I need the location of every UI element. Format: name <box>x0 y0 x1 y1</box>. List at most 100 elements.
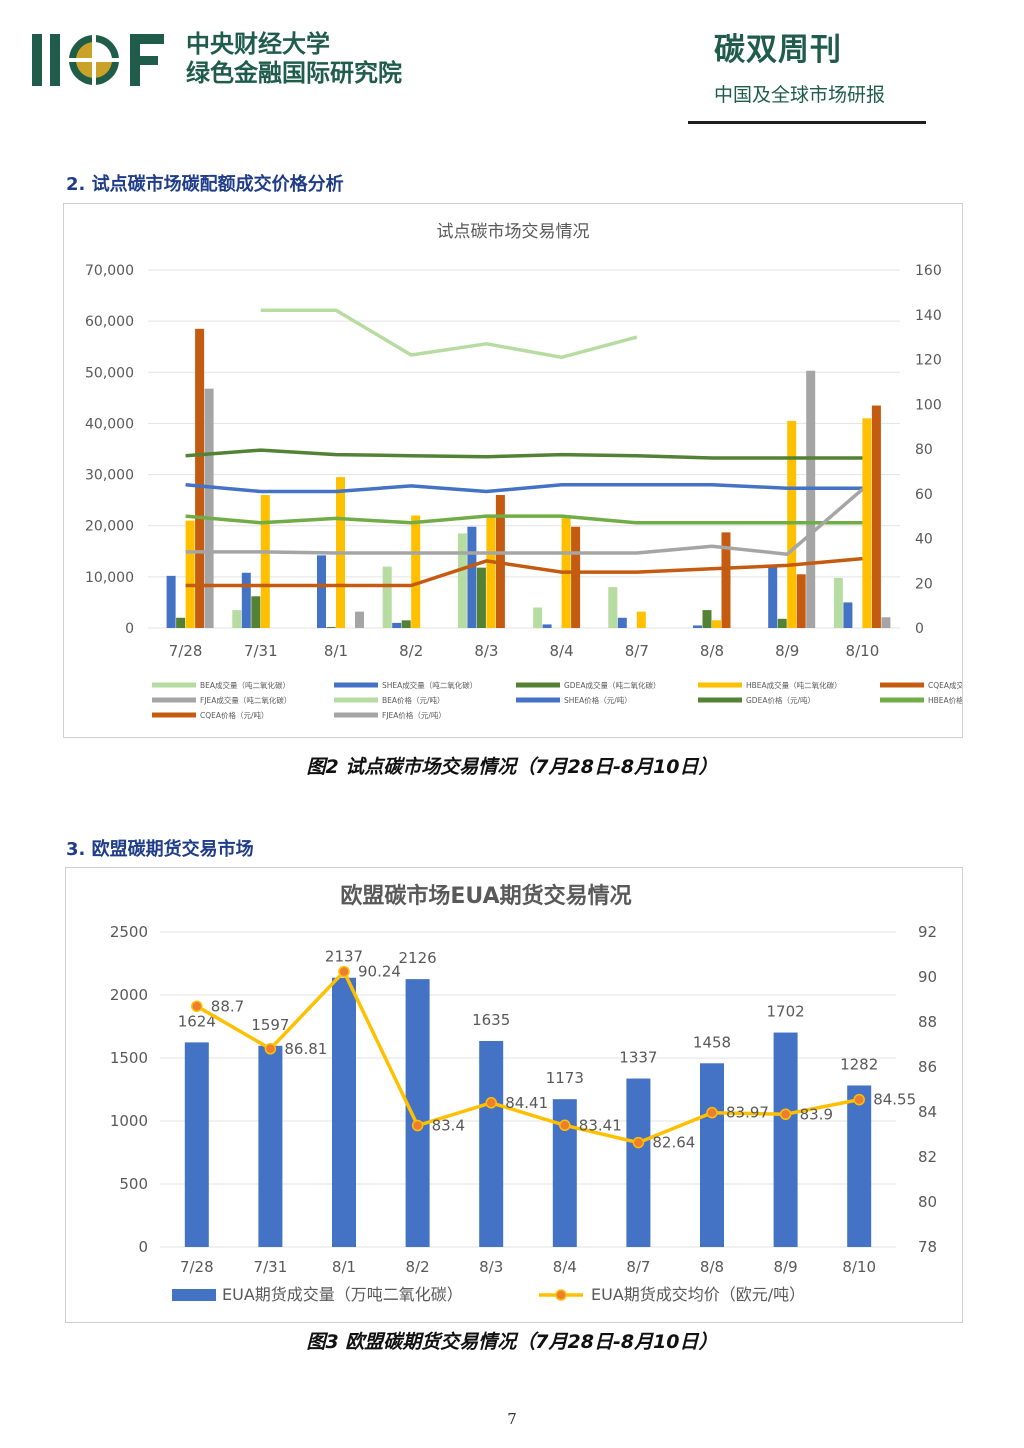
bar-data-label: 1282 <box>840 1055 878 1073</box>
x-tick-label: 8/2 <box>406 1258 430 1276</box>
price-marker <box>191 1000 203 1012</box>
price-data-label: 86.81 <box>284 1040 327 1058</box>
price-marker <box>853 1093 865 1106</box>
bar <box>636 611 646 628</box>
bar <box>241 572 251 628</box>
bar-data-label: 1624 <box>178 1012 216 1030</box>
x-tick-label: 8/4 <box>553 1258 577 1276</box>
y-right-tick-label: 90 <box>918 968 937 986</box>
bar-data-label: 1635 <box>472 1011 510 1029</box>
x-tick-label: 8/10 <box>846 642 880 660</box>
bar-data-label: 1702 <box>767 1003 805 1021</box>
price-marker <box>264 1043 277 1055</box>
legend-label: CQEA价格（元/吨） <box>200 710 269 720</box>
price-data-label: 84.41 <box>505 1094 548 1112</box>
legend-label: BEA价格（元/吨） <box>382 695 445 705</box>
series-line <box>185 483 863 494</box>
y-right-tick-label: 86 <box>918 1058 937 1076</box>
price-data-label: 84.55 <box>873 1091 916 1109</box>
chart-title: 试点碳市场交易情况 <box>437 222 590 242</box>
y-left-tick-label: 50,000 <box>85 365 134 381</box>
x-tick-label: 8/9 <box>774 1258 798 1276</box>
x-tick-label: 7/28 <box>169 642 203 660</box>
y-right-tick-label: 80 <box>915 442 933 458</box>
y-right-tick-label: 88 <box>918 1013 937 1031</box>
x-tick-label: 7/28 <box>180 1258 214 1276</box>
x-tick-label: 8/1 <box>332 1258 356 1276</box>
bar <box>476 567 486 628</box>
bar <box>843 602 853 628</box>
bar <box>184 1042 209 1247</box>
x-tick-label: 8/7 <box>626 1258 650 1276</box>
y-right-tick-label: 140 <box>915 308 942 324</box>
legend-label: FJEA成交量（吨二氧化碳） <box>200 695 291 705</box>
header-divider <box>688 121 926 124</box>
y-right-tick-label: 78 <box>918 1238 937 1256</box>
bar <box>166 575 176 628</box>
section-2-heading: 2. 试点碳市场碳配额成交价格分析 <box>66 174 344 195</box>
bar-data-label: 2137 <box>325 948 363 966</box>
eua-futures-chart: 欧盟碳市场EUA期货交易情况 0 500 1000 1500 2000 2500 78 80 82… <box>110 883 937 1304</box>
legend-label: HBEA价格（元/吨） <box>928 695 962 705</box>
x-tick-label: 8/4 <box>550 642 574 660</box>
chart-title: 欧盟碳市场EUA期货交易情况 <box>340 883 631 909</box>
x-tick-label: 8/8 <box>700 642 724 660</box>
legend-label: CQEA成交量（吨二氧化碳） <box>928 680 962 690</box>
y-left-tick-label: 60,000 <box>85 314 134 330</box>
x-tick-label: 8/2 <box>399 642 423 660</box>
bar <box>806 370 816 628</box>
y-right-tick-label: 120 <box>915 353 942 369</box>
bar <box>702 610 712 628</box>
price-data-label: 83.9 <box>800 1105 833 1123</box>
figure-2-box: 试点碳市场交易情况 0 10,000 20,000 30,000 40,000 50,000… <box>63 203 1024 738</box>
legend-label: EUA期货成交量（万吨二氧化碳） <box>222 1285 463 1304</box>
x-tick-label: 8/1 <box>324 642 348 660</box>
x-tick-label: 8/10 <box>842 1258 876 1276</box>
y-left-tick-label: 2000 <box>110 986 148 1004</box>
y-right-tick-label: 160 <box>915 263 942 279</box>
legend-label: GDEA价格（元/吨） <box>746 695 815 705</box>
org-name: 中央财经大学 绿色金融国际研究院 <box>186 30 402 88</box>
series-line <box>185 448 863 460</box>
price-marker <box>779 1108 792 1120</box>
y-right-tick-label: 20 <box>915 576 933 592</box>
price-data-label: 90.24 <box>358 963 401 981</box>
y-right-tick-label: 0 <box>915 621 924 637</box>
x-tick-label: 8/9 <box>775 642 799 660</box>
x-tick-label: 8/3 <box>479 1258 503 1276</box>
bar <box>195 328 205 628</box>
y-left-tick-label: 40,000 <box>85 416 134 432</box>
bar <box>176 617 186 628</box>
price-data-label: 83.97 <box>726 1104 769 1122</box>
price-marker <box>559 1119 571 1132</box>
bar <box>204 388 214 628</box>
bar <box>881 617 891 628</box>
bar <box>712 620 721 628</box>
x-tick-label: 8/3 <box>474 642 498 660</box>
bar <box>693 625 702 628</box>
bar <box>392 622 402 628</box>
y-left-tick-label: 1000 <box>110 1112 148 1130</box>
price-line <box>195 969 860 1145</box>
bar <box>833 577 843 628</box>
y-left-tick-label: 500 <box>119 1175 148 1193</box>
price-data-label: 88.7 <box>211 997 244 1015</box>
bar <box>258 1045 283 1247</box>
y-left-tick-label: 20,000 <box>85 519 134 535</box>
y-left-tick-label: 1500 <box>110 1049 148 1067</box>
y-right-tick-label: 40 <box>915 532 933 548</box>
bar <box>533 607 543 628</box>
bar <box>796 574 806 628</box>
bar <box>486 515 496 628</box>
y-right-tick-label: 82 <box>918 1148 937 1166</box>
price-marker <box>706 1106 718 1119</box>
bar <box>326 626 336 628</box>
price-marker <box>632 1136 645 1149</box>
bar <box>479 1040 504 1247</box>
bar <box>232 610 242 628</box>
y-right-tick-label: 80 <box>918 1193 937 1211</box>
bar <box>847 1085 872 1247</box>
bar <box>355 611 364 628</box>
price-marker <box>485 1097 497 1109</box>
legend-label: SHEA成交量（吨二氧化碳） <box>382 680 477 690</box>
